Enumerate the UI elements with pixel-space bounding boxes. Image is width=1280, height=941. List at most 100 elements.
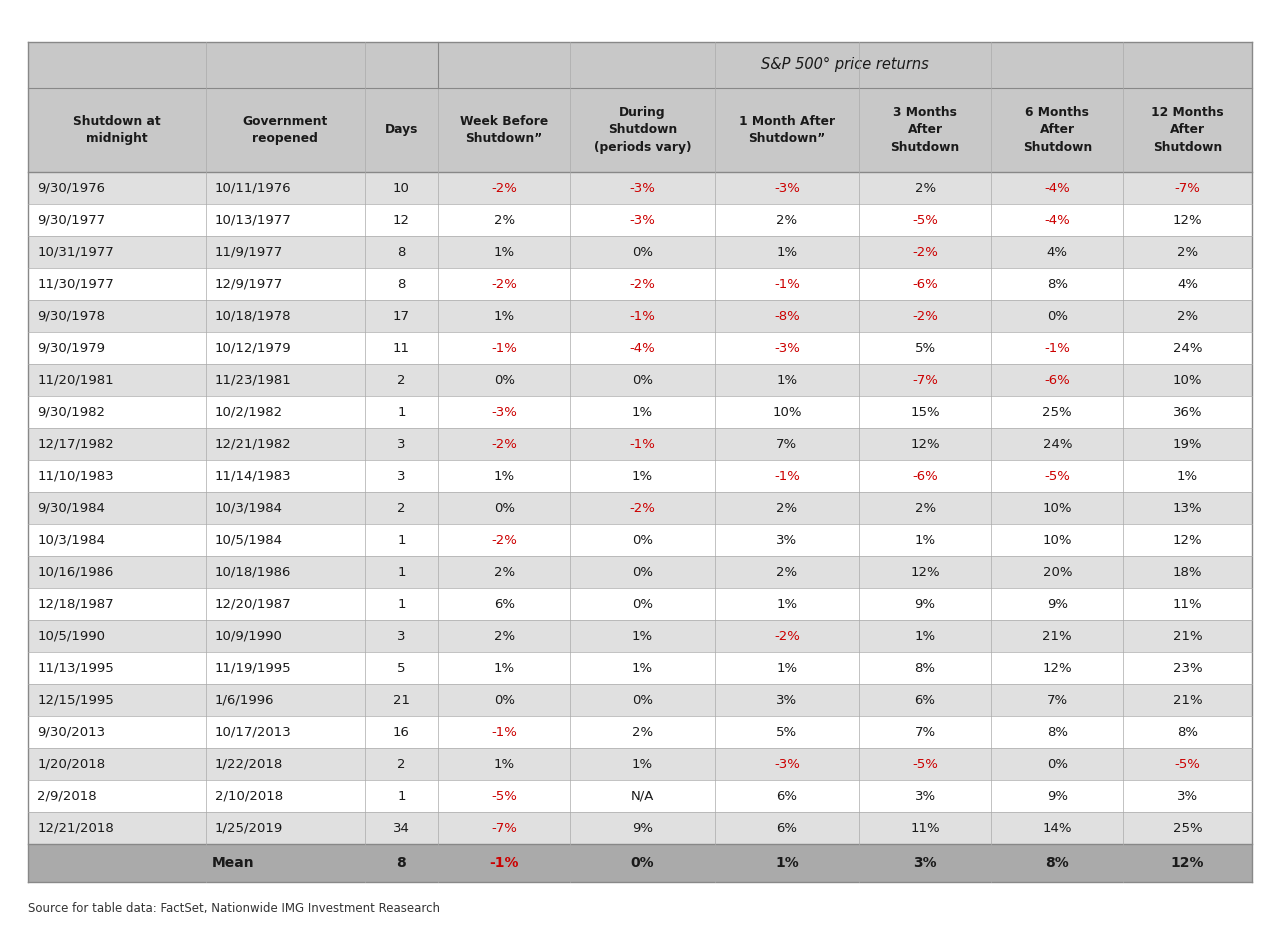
- Text: -7%: -7%: [1175, 182, 1201, 195]
- Text: 6 Months
After
Shutdown: 6 Months After Shutdown: [1023, 105, 1092, 154]
- Text: 4%: 4%: [1178, 278, 1198, 291]
- Text: 2%: 2%: [914, 182, 936, 195]
- Text: 1: 1: [397, 534, 406, 547]
- Text: -1%: -1%: [774, 278, 800, 291]
- Text: 9/30/1982: 9/30/1982: [37, 406, 105, 419]
- Text: During
Shutdown
(periods vary): During Shutdown (periods vary): [594, 105, 691, 154]
- Text: 1%: 1%: [774, 856, 799, 869]
- Bar: [28, 844, 1252, 882]
- Text: 1%: 1%: [776, 246, 797, 259]
- Text: 15%: 15%: [910, 406, 940, 419]
- Bar: [28, 556, 1252, 588]
- Text: 8%: 8%: [1047, 726, 1068, 739]
- Text: -2%: -2%: [913, 310, 938, 323]
- Text: 12%: 12%: [1171, 856, 1204, 869]
- Text: -2%: -2%: [492, 438, 517, 451]
- Text: 6%: 6%: [915, 694, 936, 707]
- Text: 12%: 12%: [1172, 534, 1202, 547]
- Text: 1%: 1%: [494, 662, 515, 675]
- Text: 8: 8: [397, 278, 406, 291]
- Text: 11/13/1995: 11/13/1995: [37, 662, 114, 675]
- Text: 5%: 5%: [914, 342, 936, 355]
- Text: 5: 5: [397, 662, 406, 675]
- Text: 21%: 21%: [1172, 630, 1202, 643]
- Text: 2%: 2%: [632, 726, 653, 739]
- Text: 21: 21: [393, 694, 410, 707]
- Text: Days: Days: [385, 123, 419, 136]
- Bar: [28, 684, 1252, 716]
- Text: 10%: 10%: [1042, 534, 1073, 547]
- Text: 8: 8: [397, 856, 406, 869]
- Text: 10/11/1976: 10/11/1976: [215, 182, 291, 195]
- Text: Mean: Mean: [211, 856, 255, 869]
- Text: -5%: -5%: [913, 214, 938, 227]
- Text: 11/9/1977: 11/9/1977: [215, 246, 283, 259]
- Text: 23%: 23%: [1172, 662, 1202, 675]
- Text: 11/19/1995: 11/19/1995: [215, 662, 291, 675]
- Text: -7%: -7%: [913, 374, 938, 387]
- Text: 8%: 8%: [1047, 278, 1068, 291]
- Text: 6%: 6%: [777, 789, 797, 803]
- Text: 7%: 7%: [776, 438, 797, 451]
- Text: 10/18/1986: 10/18/1986: [215, 566, 291, 579]
- Text: 11%: 11%: [910, 821, 940, 835]
- Bar: [28, 88, 1252, 172]
- Text: 1: 1: [397, 406, 406, 419]
- Text: 9/30/1984: 9/30/1984: [37, 502, 105, 515]
- Text: 2: 2: [397, 502, 406, 515]
- Text: 12%: 12%: [1172, 214, 1202, 227]
- Text: 2%: 2%: [914, 502, 936, 515]
- Text: 2/10/2018: 2/10/2018: [215, 789, 283, 803]
- Text: 1%: 1%: [776, 598, 797, 611]
- Text: -7%: -7%: [492, 821, 517, 835]
- Bar: [28, 748, 1252, 780]
- Text: 1%: 1%: [494, 758, 515, 771]
- Text: 11/14/1983: 11/14/1983: [215, 470, 291, 483]
- Bar: [28, 524, 1252, 556]
- Text: -1%: -1%: [492, 726, 517, 739]
- Text: -8%: -8%: [774, 310, 800, 323]
- Bar: [28, 492, 1252, 524]
- Text: 7%: 7%: [914, 726, 936, 739]
- Text: 9%: 9%: [1047, 598, 1068, 611]
- Text: 3%: 3%: [914, 789, 936, 803]
- Text: 1: 1: [397, 598, 406, 611]
- Text: 1%: 1%: [494, 470, 515, 483]
- Text: 14%: 14%: [1042, 821, 1073, 835]
- Bar: [28, 300, 1252, 332]
- Text: 11%: 11%: [1172, 598, 1202, 611]
- Text: 24%: 24%: [1172, 342, 1202, 355]
- Text: -2%: -2%: [492, 278, 517, 291]
- Text: -2%: -2%: [630, 278, 655, 291]
- Text: 0%: 0%: [494, 694, 515, 707]
- Text: 13%: 13%: [1172, 502, 1202, 515]
- Text: -6%: -6%: [913, 470, 938, 483]
- Text: 11/23/1981: 11/23/1981: [215, 374, 292, 387]
- Text: -3%: -3%: [774, 342, 800, 355]
- Text: -6%: -6%: [1044, 374, 1070, 387]
- Text: -4%: -4%: [1044, 214, 1070, 227]
- Bar: [28, 396, 1252, 428]
- Text: 1%: 1%: [632, 758, 653, 771]
- Text: 3%: 3%: [776, 534, 797, 547]
- Text: 21%: 21%: [1042, 630, 1073, 643]
- Text: 3 Months
After
Shutdown: 3 Months After Shutdown: [891, 105, 960, 154]
- Text: 9/30/1976: 9/30/1976: [37, 182, 105, 195]
- Text: 2: 2: [397, 758, 406, 771]
- Text: 1%: 1%: [914, 630, 936, 643]
- Text: -2%: -2%: [774, 630, 800, 643]
- Text: 0%: 0%: [494, 502, 515, 515]
- Text: Source for table data: FactSet, Nationwide IMG Investment Reasearch: Source for table data: FactSet, Nationwi…: [28, 901, 440, 915]
- Text: 1: 1: [397, 566, 406, 579]
- Bar: [28, 364, 1252, 396]
- Text: 0%: 0%: [632, 694, 653, 707]
- Text: -3%: -3%: [492, 406, 517, 419]
- Text: 8%: 8%: [1046, 856, 1069, 869]
- Text: 2%: 2%: [494, 214, 515, 227]
- Text: 11/10/1983: 11/10/1983: [37, 470, 114, 483]
- Text: -1%: -1%: [489, 856, 518, 869]
- Text: 12/15/1995: 12/15/1995: [37, 694, 114, 707]
- Text: 2%: 2%: [776, 214, 797, 227]
- Text: 24%: 24%: [1042, 438, 1073, 451]
- Text: 1%: 1%: [776, 662, 797, 675]
